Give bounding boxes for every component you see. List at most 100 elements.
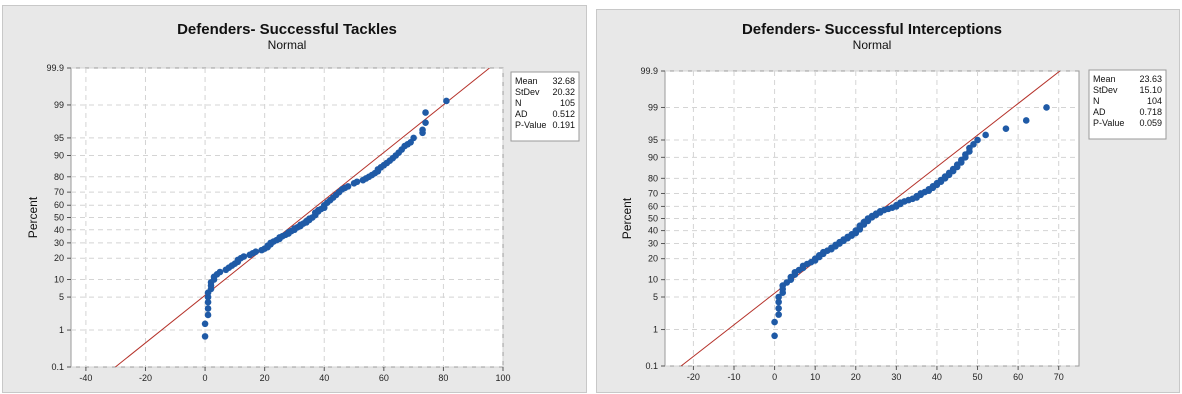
stats-label: AD — [1093, 107, 1106, 117]
tackles-chart-panel: Defenders- Successful Tackles Normal 0.1 1 5… — [2, 5, 587, 393]
stats-value: 104 — [1147, 96, 1162, 106]
y-tick-label: 70 — [648, 188, 658, 198]
x-tick-label: -20 — [139, 373, 152, 383]
y-tick-label: 1 — [653, 325, 658, 335]
stats-value: 20.32 — [552, 87, 575, 97]
y-tick-label: 1 — [59, 325, 64, 335]
stats-label: P-Value — [515, 120, 546, 130]
y-tick-label: 30 — [648, 239, 658, 249]
y-tick-label: 90 — [54, 151, 64, 161]
interceptions-probability-plot: Defenders- Successful InterceptionsNorma… — [620, 21, 1167, 382]
stats-label: Mean — [515, 76, 538, 86]
data-point — [240, 253, 248, 260]
data-point — [353, 178, 361, 186]
x-tick-label: -40 — [79, 373, 92, 383]
y-tick-label: 50 — [648, 214, 658, 224]
stats-label: N — [1093, 96, 1100, 106]
data-point — [970, 140, 977, 148]
stats-label: P-Value — [1093, 118, 1124, 128]
stats-value: 23.63 — [1139, 74, 1162, 84]
stats-value: 0.191 — [552, 120, 575, 130]
x-tick-label: 20 — [851, 372, 861, 382]
x-tick-label: 50 — [973, 372, 983, 382]
data-point — [1022, 117, 1030, 124]
data-point — [775, 298, 782, 306]
x-tick-label: 10 — [810, 372, 820, 382]
data-point — [216, 268, 224, 276]
y-tick-label: 10 — [648, 275, 658, 285]
data-point — [422, 109, 429, 116]
y-axis-label: Percent — [26, 196, 40, 238]
data-point — [204, 298, 212, 306]
stats-value: 15.10 — [1139, 85, 1162, 95]
y-tick-label: 10 — [54, 274, 64, 284]
data-point — [982, 131, 989, 139]
stats-value: 32.68 — [552, 76, 575, 86]
y-tick-label: 20 — [54, 253, 64, 263]
x-tick-label: 40 — [319, 373, 329, 383]
y-tick-label: 40 — [54, 225, 64, 235]
y-tick-label: 99 — [648, 102, 658, 112]
interceptions-chart-panel: Defenders- Successful Interceptions Norma… — [596, 9, 1180, 393]
stats-value: 0.059 — [1139, 118, 1162, 128]
chart-title: Defenders- Successful Tackles — [177, 21, 397, 38]
y-tick-label: 0.1 — [645, 361, 658, 371]
stats-label: StDev — [1093, 85, 1118, 95]
y-tick-label: 60 — [648, 201, 658, 211]
data-point — [1043, 104, 1050, 111]
y-tick-label: 0.1 — [51, 362, 64, 372]
y-tick-label: 95 — [54, 133, 64, 143]
x-tick-label: 0 — [203, 373, 208, 383]
y-tick-label: 99.9 — [640, 66, 658, 76]
y-tick-label: 80 — [648, 173, 658, 183]
y-tick-label: 20 — [648, 254, 658, 264]
data-point — [443, 97, 450, 105]
stats-label: Mean — [1093, 74, 1116, 84]
x-tick-label: 20 — [260, 373, 270, 383]
data-point — [775, 311, 782, 318]
x-tick-label: 100 — [495, 373, 510, 383]
x-tick-label: 40 — [932, 372, 942, 382]
stats-value: 105 — [560, 98, 575, 108]
y-tick-label: 5 — [653, 292, 658, 302]
stats-label: AD — [515, 109, 528, 119]
stats-label: StDev — [515, 87, 540, 97]
y-tick-label: 5 — [59, 292, 64, 302]
data-point — [422, 119, 429, 126]
data-point — [201, 333, 209, 340]
x-tick-label: 60 — [1013, 372, 1023, 382]
x-tick-label: 60 — [379, 373, 389, 383]
data-point — [775, 293, 782, 301]
x-tick-label: 30 — [891, 372, 901, 382]
data-point — [344, 183, 352, 190]
stats-box — [1088, 69, 1167, 140]
chart-title: Defenders- Successful Interceptions — [742, 21, 1002, 38]
x-tick-label: 80 — [438, 373, 448, 383]
stats-value: 0.718 — [1139, 107, 1162, 117]
data-point — [204, 311, 212, 319]
y-tick-label: 60 — [54, 200, 64, 210]
y-tick-label: 99.9 — [46, 63, 64, 73]
data-point — [1002, 125, 1010, 133]
data-point — [419, 126, 426, 134]
data-point — [771, 318, 778, 326]
data-point — [201, 320, 209, 328]
y-tick-label: 70 — [54, 187, 64, 197]
y-tick-label: 40 — [648, 226, 658, 236]
data-point — [974, 136, 981, 144]
data-point — [771, 332, 778, 340]
chart-subtitle: Normal — [268, 38, 307, 52]
data-point — [252, 248, 260, 255]
data-point — [204, 305, 212, 312]
y-axis-label: Percent — [620, 197, 634, 239]
x-tick-label: -20 — [687, 372, 700, 382]
fitted-normal-line — [115, 68, 490, 367]
x-tick-label: -10 — [727, 372, 740, 382]
data-point — [410, 134, 417, 142]
y-tick-label: 90 — [648, 152, 658, 162]
y-tick-label: 99 — [54, 100, 64, 110]
y-tick-label: 95 — [648, 135, 658, 145]
y-tick-label: 50 — [54, 213, 64, 223]
stats-value: 0.512 — [552, 109, 575, 119]
